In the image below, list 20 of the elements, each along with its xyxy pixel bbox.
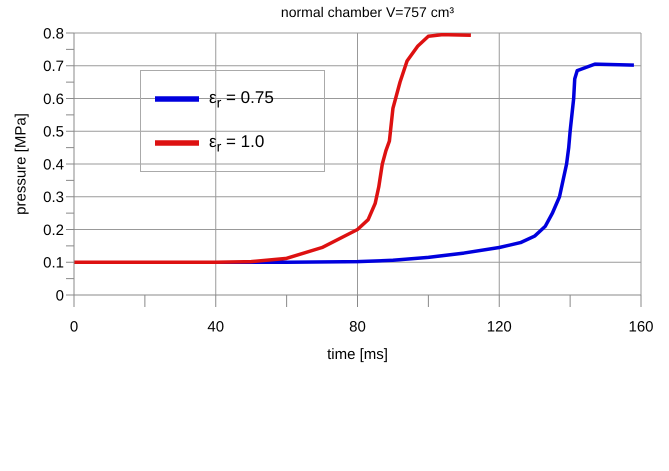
y-tick-label: 0.4 (43, 156, 64, 174)
y-tick-label: 0.8 (43, 25, 64, 42)
x-tick-label: 160 (628, 318, 654, 336)
line-series (74, 33, 473, 264)
y-tick-label: 0 (56, 287, 64, 304)
y-tick-label: 0.2 (43, 222, 64, 239)
legend-label: ε$_{r}$ = 1.0 (209, 132, 264, 156)
x-tick-label: 0 (70, 318, 78, 336)
y-axis-title: pressure [MPa] (12, 113, 30, 215)
y-tick-label: 0.5 (43, 124, 64, 141)
y-tick-label: 0.6 (43, 90, 64, 108)
chart-title: normal chamber V=757 cm³ (280, 4, 456, 20)
y-tick-label: 0.7 (43, 58, 64, 76)
y-tick-label: 0.3 (43, 189, 64, 206)
legend-label: ε$_{r}$ = 0.75 (209, 88, 274, 112)
x-axis-title: time [ms] (327, 346, 388, 363)
x-tick-label: 80 (349, 318, 366, 336)
y-tick-label: 0.1 (43, 254, 64, 272)
x-tick-label: 40 (207, 318, 224, 336)
x-tick-label: 120 (486, 318, 512, 336)
